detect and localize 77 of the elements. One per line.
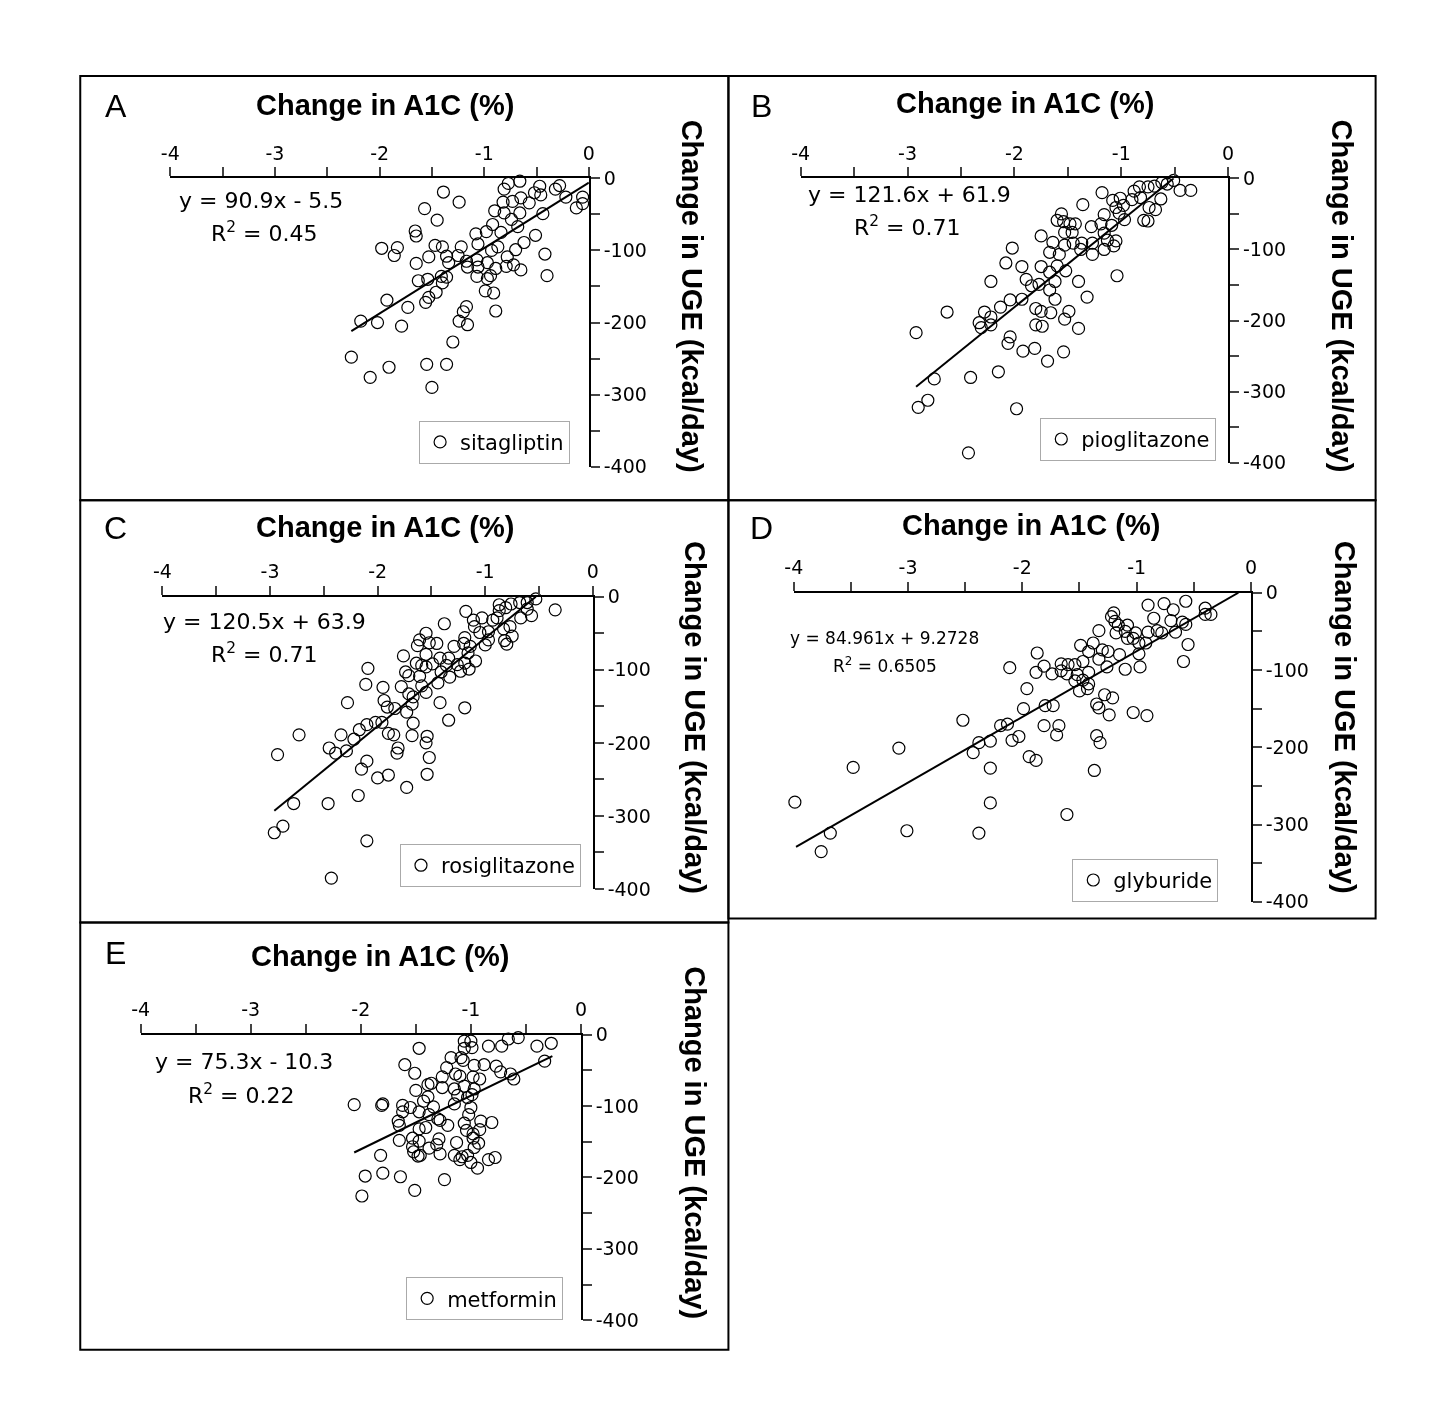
y-tick-label: -400 — [595, 1308, 639, 1331]
y-tick-label: 0 — [1242, 166, 1256, 189]
x-tick-label: -1 — [475, 560, 495, 583]
x-tick-label: -1 — [1111, 141, 1131, 164]
chart-title: C — [104, 510, 128, 546]
y-tick-label: -400 — [1242, 451, 1287, 474]
legend-label: glyburide — [1113, 869, 1213, 894]
y-tick-label: 0 — [595, 1023, 608, 1046]
y-tick-label: -300 — [1242, 380, 1287, 403]
y-tick-label: 0 — [1265, 581, 1278, 604]
y-axis-title: Change in UGE (kcal/day) — [678, 966, 711, 1320]
annotation: R$^{2}$ = 0.22 — [188, 1080, 295, 1109]
x-tick-label: -3 — [260, 560, 280, 583]
y-axis-title: Change in UGE (kcal/day) — [1326, 119, 1359, 473]
y-tick-label: -100 — [1242, 238, 1287, 261]
x-axis-title: Change in A1C (%) — [251, 940, 510, 972]
y-tick-label: -100 — [607, 658, 651, 681]
legend-label: metformin — [447, 1287, 557, 1312]
y-tick-label: -200 — [603, 311, 647, 334]
x-axis-title: Change in A1C (%) — [896, 87, 1155, 119]
x-tick-label: -4 — [160, 141, 180, 164]
chart-title: D — [750, 510, 774, 546]
x-tick-label: -4 — [791, 141, 811, 164]
x-tick-label: -1 — [474, 141, 494, 164]
y-tick-label: -300 — [603, 383, 647, 406]
x-tick-label: -2 — [351, 998, 371, 1021]
annotation: R$^{2}$ = 0.71 — [211, 639, 318, 668]
y-tick-label: -200 — [607, 731, 651, 754]
y-tick-label: -400 — [603, 455, 647, 478]
annotation: y = 75.3x - 10.3 — [155, 1049, 334, 1074]
y-tick-label: -300 — [595, 1237, 639, 1260]
x-axis-title: Change in A1C (%) — [902, 509, 1161, 541]
x-axis-title: Change in A1C (%) — [256, 511, 515, 543]
y-axis-title: Change in UGE (kcal/day) — [678, 540, 711, 894]
x-axis-title: Change in A1C (%) — [256, 89, 515, 121]
annotation: y = 84.961x + 9.2728 — [790, 628, 980, 648]
annotation: R$^{2}$ = 0.45 — [211, 218, 318, 247]
x-tick-label: 0 — [1222, 141, 1235, 164]
y-axis-title: Change in UGE (kcal/day) — [676, 119, 709, 473]
chart-title: E — [105, 935, 127, 971]
annotation: R$^{2}$ = 0.71 — [854, 212, 961, 241]
y-axis-title: Change in UGE (kcal/day) — [1328, 540, 1361, 894]
y-tick-label: -100 — [595, 1094, 639, 1117]
annotation: R$^{2}$ = 0.6505 — [833, 654, 937, 677]
legend-label: rosiglitazone — [440, 854, 575, 879]
annotation: y = 120.5x + 63.9 — [163, 609, 366, 634]
y-tick-label: 0 — [603, 166, 616, 189]
y-tick-label: -200 — [1265, 735, 1309, 758]
x-tick-label: -3 — [898, 556, 918, 579]
x-tick-label: -4 — [152, 560, 172, 583]
x-tick-label: -2 — [1012, 556, 1032, 579]
annotation: y = 90.9x - 5.5 — [179, 188, 344, 213]
x-tick-label: -1 — [1127, 556, 1147, 579]
x-tick-label: -2 — [1004, 141, 1024, 164]
y-tick-label: -200 — [595, 1166, 639, 1189]
chart-title: B — [751, 88, 773, 124]
y-tick-label: -100 — [603, 239, 647, 262]
y-tick-label: 0 — [607, 585, 620, 608]
y-tick-label: -300 — [607, 804, 651, 827]
x-tick-label: 0 — [574, 998, 588, 1021]
y-tick-label: -400 — [1265, 890, 1309, 913]
legend-label: pioglitazone — [1081, 428, 1210, 453]
legend-label: sitagliptin — [460, 431, 564, 456]
x-tick-label: -2 — [370, 141, 390, 164]
y-tick-label: -400 — [607, 877, 651, 900]
x-tick-label: -2 — [368, 560, 388, 583]
x-tick-label: -3 — [241, 998, 261, 1021]
y-tick-label: -100 — [1265, 658, 1309, 681]
chart-title: A — [105, 88, 127, 124]
x-tick-label: -4 — [131, 998, 151, 1021]
x-tick-label: -3 — [265, 141, 285, 164]
x-tick-label: -4 — [784, 556, 804, 579]
x-tick-label: -3 — [898, 141, 918, 164]
annotation: y = 121.6x + 61.9 — [808, 182, 1011, 207]
x-tick-label: -1 — [461, 998, 481, 1021]
y-tick-label: -200 — [1242, 309, 1287, 332]
y-tick-label: -300 — [1265, 813, 1309, 836]
